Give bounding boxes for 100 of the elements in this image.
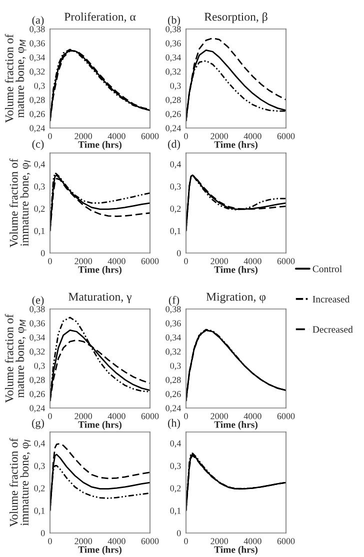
y-tick-label: 0,3	[170, 462, 181, 470]
y-tick-label: 0,38	[30, 306, 45, 314]
x-tick-label: 6000	[141, 413, 159, 420]
x-tick-label: 2000	[74, 538, 92, 544]
y-tick-label: 0,28	[30, 376, 45, 384]
x-axis-title: Time (hrs)	[214, 141, 258, 150]
y-tick-label: 0,3	[34, 183, 45, 191]
y-tick-label: 0,34	[166, 54, 181, 62]
x-axis-title: Time (hrs)	[78, 421, 122, 430]
x-tick-label: 2000	[74, 258, 92, 264]
x-tick-label: 4000	[108, 413, 126, 420]
y-tick-label: 0,4	[34, 440, 45, 448]
y-tick-label: 0,38	[30, 26, 45, 34]
x-axis-title: Time (hrs)	[78, 141, 122, 150]
y-axis-title: Volume fraction of mature bone, φ$_{M}$	[4, 34, 26, 123]
y-tick-label: 0	[40, 250, 45, 256]
y-tick-label: 0,3	[170, 362, 181, 370]
y-tick-label: 0,3	[34, 82, 45, 90]
x-tick-label: 6000	[277, 538, 295, 544]
x-tick-label: 0	[48, 413, 52, 420]
y-tick-label: 0,34	[30, 54, 45, 62]
x-tick-label: 4000	[244, 413, 262, 420]
y-tick-label: 0,36	[30, 40, 45, 48]
y-tick-label: 0,24	[30, 405, 45, 413]
text: (a)	[32, 16, 44, 26]
y-tick-label: 0,34	[30, 334, 45, 342]
x-tick-label: 0	[48, 133, 52, 140]
x-tick-label: 0	[184, 538, 188, 544]
x-tick-label: 0	[48, 538, 52, 544]
y-tick-label: 0,4	[170, 440, 181, 448]
x-tick-label: 6000	[277, 413, 295, 420]
y-tick-label: 0,3	[34, 462, 45, 470]
x-tick-label: 0	[184, 413, 188, 420]
y-tick-label: 0,36	[166, 40, 181, 48]
legend-label: Increased	[312, 296, 350, 302]
y-axis-title: Volume fraction of immature bone, φ$_{I}$	[9, 438, 31, 527]
chart-title: Maturation, γ	[68, 292, 132, 304]
y-tick-label: 0,2	[170, 206, 181, 214]
y-tick-label: 0,3	[34, 362, 45, 370]
y-tick-label: 0,32	[166, 68, 181, 76]
legend-label: Decreased	[312, 326, 353, 333]
x-tick-label: 2000	[210, 258, 228, 264]
y-tick-label: 0,36	[166, 320, 181, 328]
text: (h)	[168, 418, 180, 429]
y-tick-label: 0,2	[34, 485, 45, 493]
x-tick-label: 0	[48, 258, 52, 264]
y-tick-label: 0	[176, 250, 181, 256]
y-tick-label: 0	[40, 530, 45, 536]
y-tick-label: 0,38	[166, 306, 181, 314]
text: (e)	[32, 296, 44, 306]
chart-title: Migration, φ	[206, 292, 266, 304]
y-tick-label: 0,36	[30, 320, 45, 328]
y-tick-label: 0,4	[34, 161, 45, 169]
y-axis-title: Volume fraction of mature bone, φ$_{M}$	[4, 314, 26, 403]
y-tick-label: 0,1	[34, 228, 45, 236]
y-tick-label: 0,3	[170, 183, 181, 191]
y-tick-label: 0,32	[166, 348, 181, 356]
y-tick-label: 0,1	[170, 228, 181, 236]
x-tick-label: 6000	[141, 538, 159, 544]
x-tick-label: 2000	[210, 133, 228, 140]
x-axis-title: Time (hrs)	[214, 421, 258, 430]
y-tick-label: 0,32	[30, 68, 45, 76]
y-axis-title: Volume fraction of immature bone, φ$_{I}$	[9, 158, 31, 248]
x-tick-label: 0	[184, 258, 188, 264]
x-tick-label: 4000	[108, 258, 126, 264]
y-tick-label: 0,28	[166, 96, 181, 104]
y-tick-label: 0,24	[30, 125, 45, 133]
y-tick-label: 0,3	[170, 82, 181, 90]
x-axis-title: Time (hrs)	[214, 266, 258, 275]
y-tick-label: 0,38	[166, 26, 181, 34]
y-tick-label: 0,2	[170, 485, 181, 493]
y-tick-label: 0,26	[30, 390, 45, 398]
x-tick-label: 6000	[141, 258, 159, 264]
y-tick-label: 0,24	[166, 405, 181, 413]
x-tick-label: 4000	[244, 538, 262, 544]
text: (c)	[32, 140, 44, 150]
y-tick-label: 0,26	[166, 390, 181, 398]
x-tick-label: 4000	[244, 133, 262, 140]
x-tick-label: 4000	[108, 133, 126, 140]
x-tick-label: 6000	[277, 258, 295, 264]
x-tick-label: 2000	[210, 538, 228, 544]
y-tick-label: 0	[176, 530, 181, 536]
x-tick-label: 2000	[74, 133, 92, 140]
y-tick-label: 0,32	[30, 348, 45, 356]
y-tick-label: 0,26	[166, 110, 181, 118]
chart-title: Proliferation, α	[64, 12, 136, 22]
x-tick-label: 6000	[141, 133, 159, 140]
text: (f)	[168, 296, 180, 306]
y-tick-label: 0,34	[166, 334, 181, 342]
x-axis-title: Time (hrs)	[78, 546, 122, 555]
legend-label: Control	[312, 265, 342, 272]
y-tick-label: 0,1	[170, 508, 181, 516]
text: (d)	[168, 140, 180, 150]
chart-title: Resorption, β	[204, 12, 268, 24]
x-tick-label: 4000	[108, 538, 126, 544]
text: (b)	[168, 16, 180, 26]
y-tick-label: 0,28	[166, 376, 181, 384]
x-axis-title: Time (hrs)	[78, 266, 122, 275]
text: (g)	[32, 418, 44, 429]
y-tick-label: 0,24	[166, 125, 181, 133]
